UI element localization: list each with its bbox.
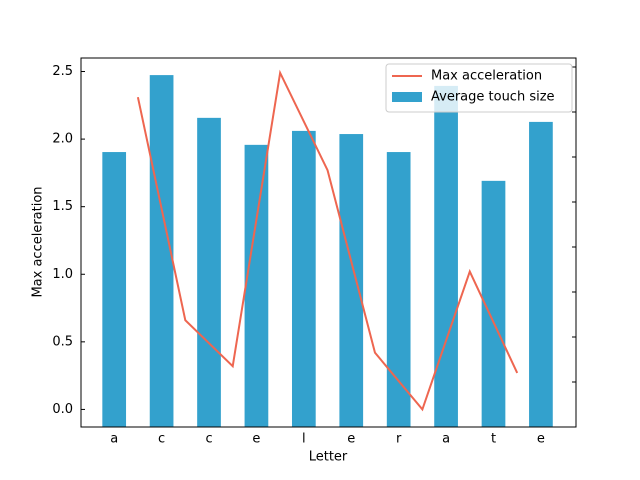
legend: Max acceleration Average touch size (385, 63, 573, 113)
y-tick-label: 1.5 (52, 199, 73, 214)
bar (481, 180, 506, 427)
x-tick-label: e (347, 432, 355, 447)
x-tick-label: c (205, 432, 212, 447)
x-tick-label: l (302, 432, 306, 447)
x-tick-label: e (537, 432, 545, 447)
bar (434, 85, 458, 428)
line (136, 69, 519, 412)
y-tick-label: 0.0 (52, 402, 73, 417)
bar (291, 130, 316, 427)
x-tick-label: a (110, 432, 118, 447)
y-tick-label: 1.0 (52, 267, 73, 282)
bar (529, 121, 553, 428)
x-tick-label: c (158, 432, 165, 447)
legend-label: Max acceleration (431, 69, 542, 84)
y-tick-label: 2.5 (52, 64, 73, 79)
y-axis-label: Max acceleration (31, 186, 46, 297)
bar (339, 134, 364, 428)
plot-frame (80, 57, 577, 428)
legend-box (385, 63, 573, 113)
bar (197, 117, 221, 427)
y-tick-label: 0.5 (52, 334, 73, 349)
x-tick-label: t (491, 432, 496, 447)
x-tick-label: e (252, 432, 260, 447)
x-tick-label: r (396, 432, 402, 447)
legend-swatch (392, 92, 422, 102)
x-tick-label: a (442, 432, 450, 447)
x-axis-label: Letter (309, 450, 348, 465)
legend-label: Average touch size (431, 90, 555, 105)
bar (386, 152, 411, 428)
bar (149, 75, 174, 427)
bar (102, 152, 127, 428)
bar (244, 144, 269, 427)
y-tick-label: 2.0 (52, 132, 73, 147)
